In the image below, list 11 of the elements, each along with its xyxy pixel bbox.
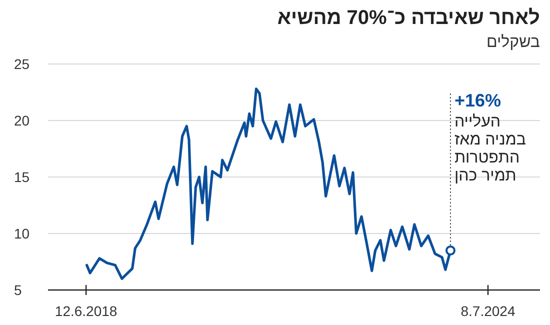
- y-tick-label: 25: [14, 56, 30, 72]
- x-tick-label: 8.7.2024: [460, 303, 516, 319]
- y-tick-label: 20: [14, 112, 30, 128]
- y-tick-label: 5: [14, 282, 22, 298]
- y-tick-label: 10: [14, 226, 30, 242]
- chart-subtitle: בשקלים: [486, 33, 540, 51]
- annotation: העלייה במניה מאז התפטרות תמיר כהן: [454, 112, 526, 184]
- annotation: +16%: [454, 90, 502, 110]
- chart-title: לאחר שאיבדה כ־70% מהשיא: [277, 7, 540, 29]
- x-tick-label: 12.6.2018: [54, 303, 118, 319]
- y-tick-label: 15: [14, 169, 30, 185]
